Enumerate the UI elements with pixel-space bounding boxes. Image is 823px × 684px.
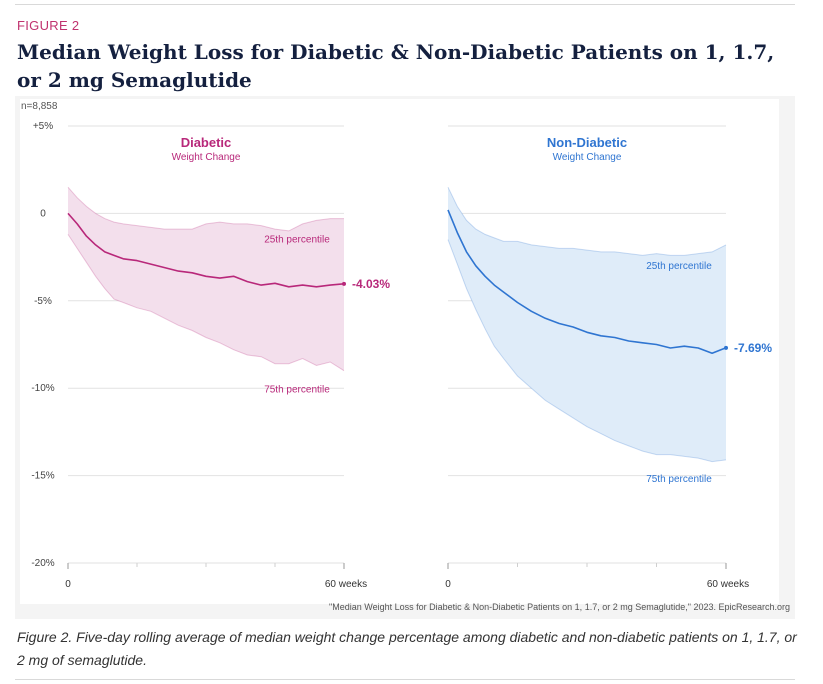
y-tick-label: -5% [34,296,52,307]
non-diabetic-p75-edge [447,239,727,463]
y-tick-label: -15% [31,471,54,482]
x-tick-label: 0 [65,579,71,590]
non-diabetic-subtitle: Weight Change [553,152,622,163]
diabetic-percentile-band [68,187,344,371]
diabetic-p75-edge [67,234,345,372]
diabetic-title: Diabetic [181,135,232,150]
top-rule [15,4,795,5]
chart-svg: n=8,858 +5% 0 -5% -10% -15% -20% 0 60 weeks Diabe… [15,96,795,619]
diabetic-p75-label: 75th percentile [264,385,330,396]
non-diabetic-p25-label: 25th percentile [646,261,712,272]
diabetic-end-value-label: -4.03% [352,277,390,291]
n-label: n=8,858 [21,101,58,112]
diabetic-p25-edge [67,186,344,232]
diabetic-subtitle: Weight Change [172,152,241,163]
y-tick-label: -20% [31,558,54,569]
source-credit: "Median Weight Loss for Diabetic & Non-D… [329,602,790,612]
non-diabetic-median-endpoint [724,345,728,350]
figure-label: FIGURE 2 [17,18,80,33]
non-diabetic-p25-edge [447,186,727,256]
y-tick-label: -10% [31,383,54,394]
x-tick-label: 60 weeks [707,579,749,590]
chart-area: n=8,858 +5% 0 -5% -10% -15% -20% 0 60 weeks Diabe… [15,96,795,619]
non-diabetic-median-line [447,209,727,355]
non-diabetic-percentile-band [448,187,726,462]
bottom-rule [15,679,795,680]
non-diabetic-end-value-label: -7.69% [734,341,772,355]
figure-caption: Figure 2. Five-day rolling average of me… [17,629,797,668]
y-tick-label: 0 [40,208,46,219]
x-tick-label: 60 weeks [325,579,367,590]
diabetic-p25-label: 25th percentile [264,235,330,246]
diabetic-median-line [67,212,345,288]
x-tick-label: 0 [445,579,451,590]
non-diabetic-title: Non-Diabetic [547,135,627,150]
figure-title: Median Weight Loss for Diabetic & Non-Di… [17,40,775,92]
non-diabetic-p75-label: 75th percentile [646,474,712,485]
y-tick-label: +5% [33,121,53,132]
diabetic-median-endpoint [342,281,346,286]
